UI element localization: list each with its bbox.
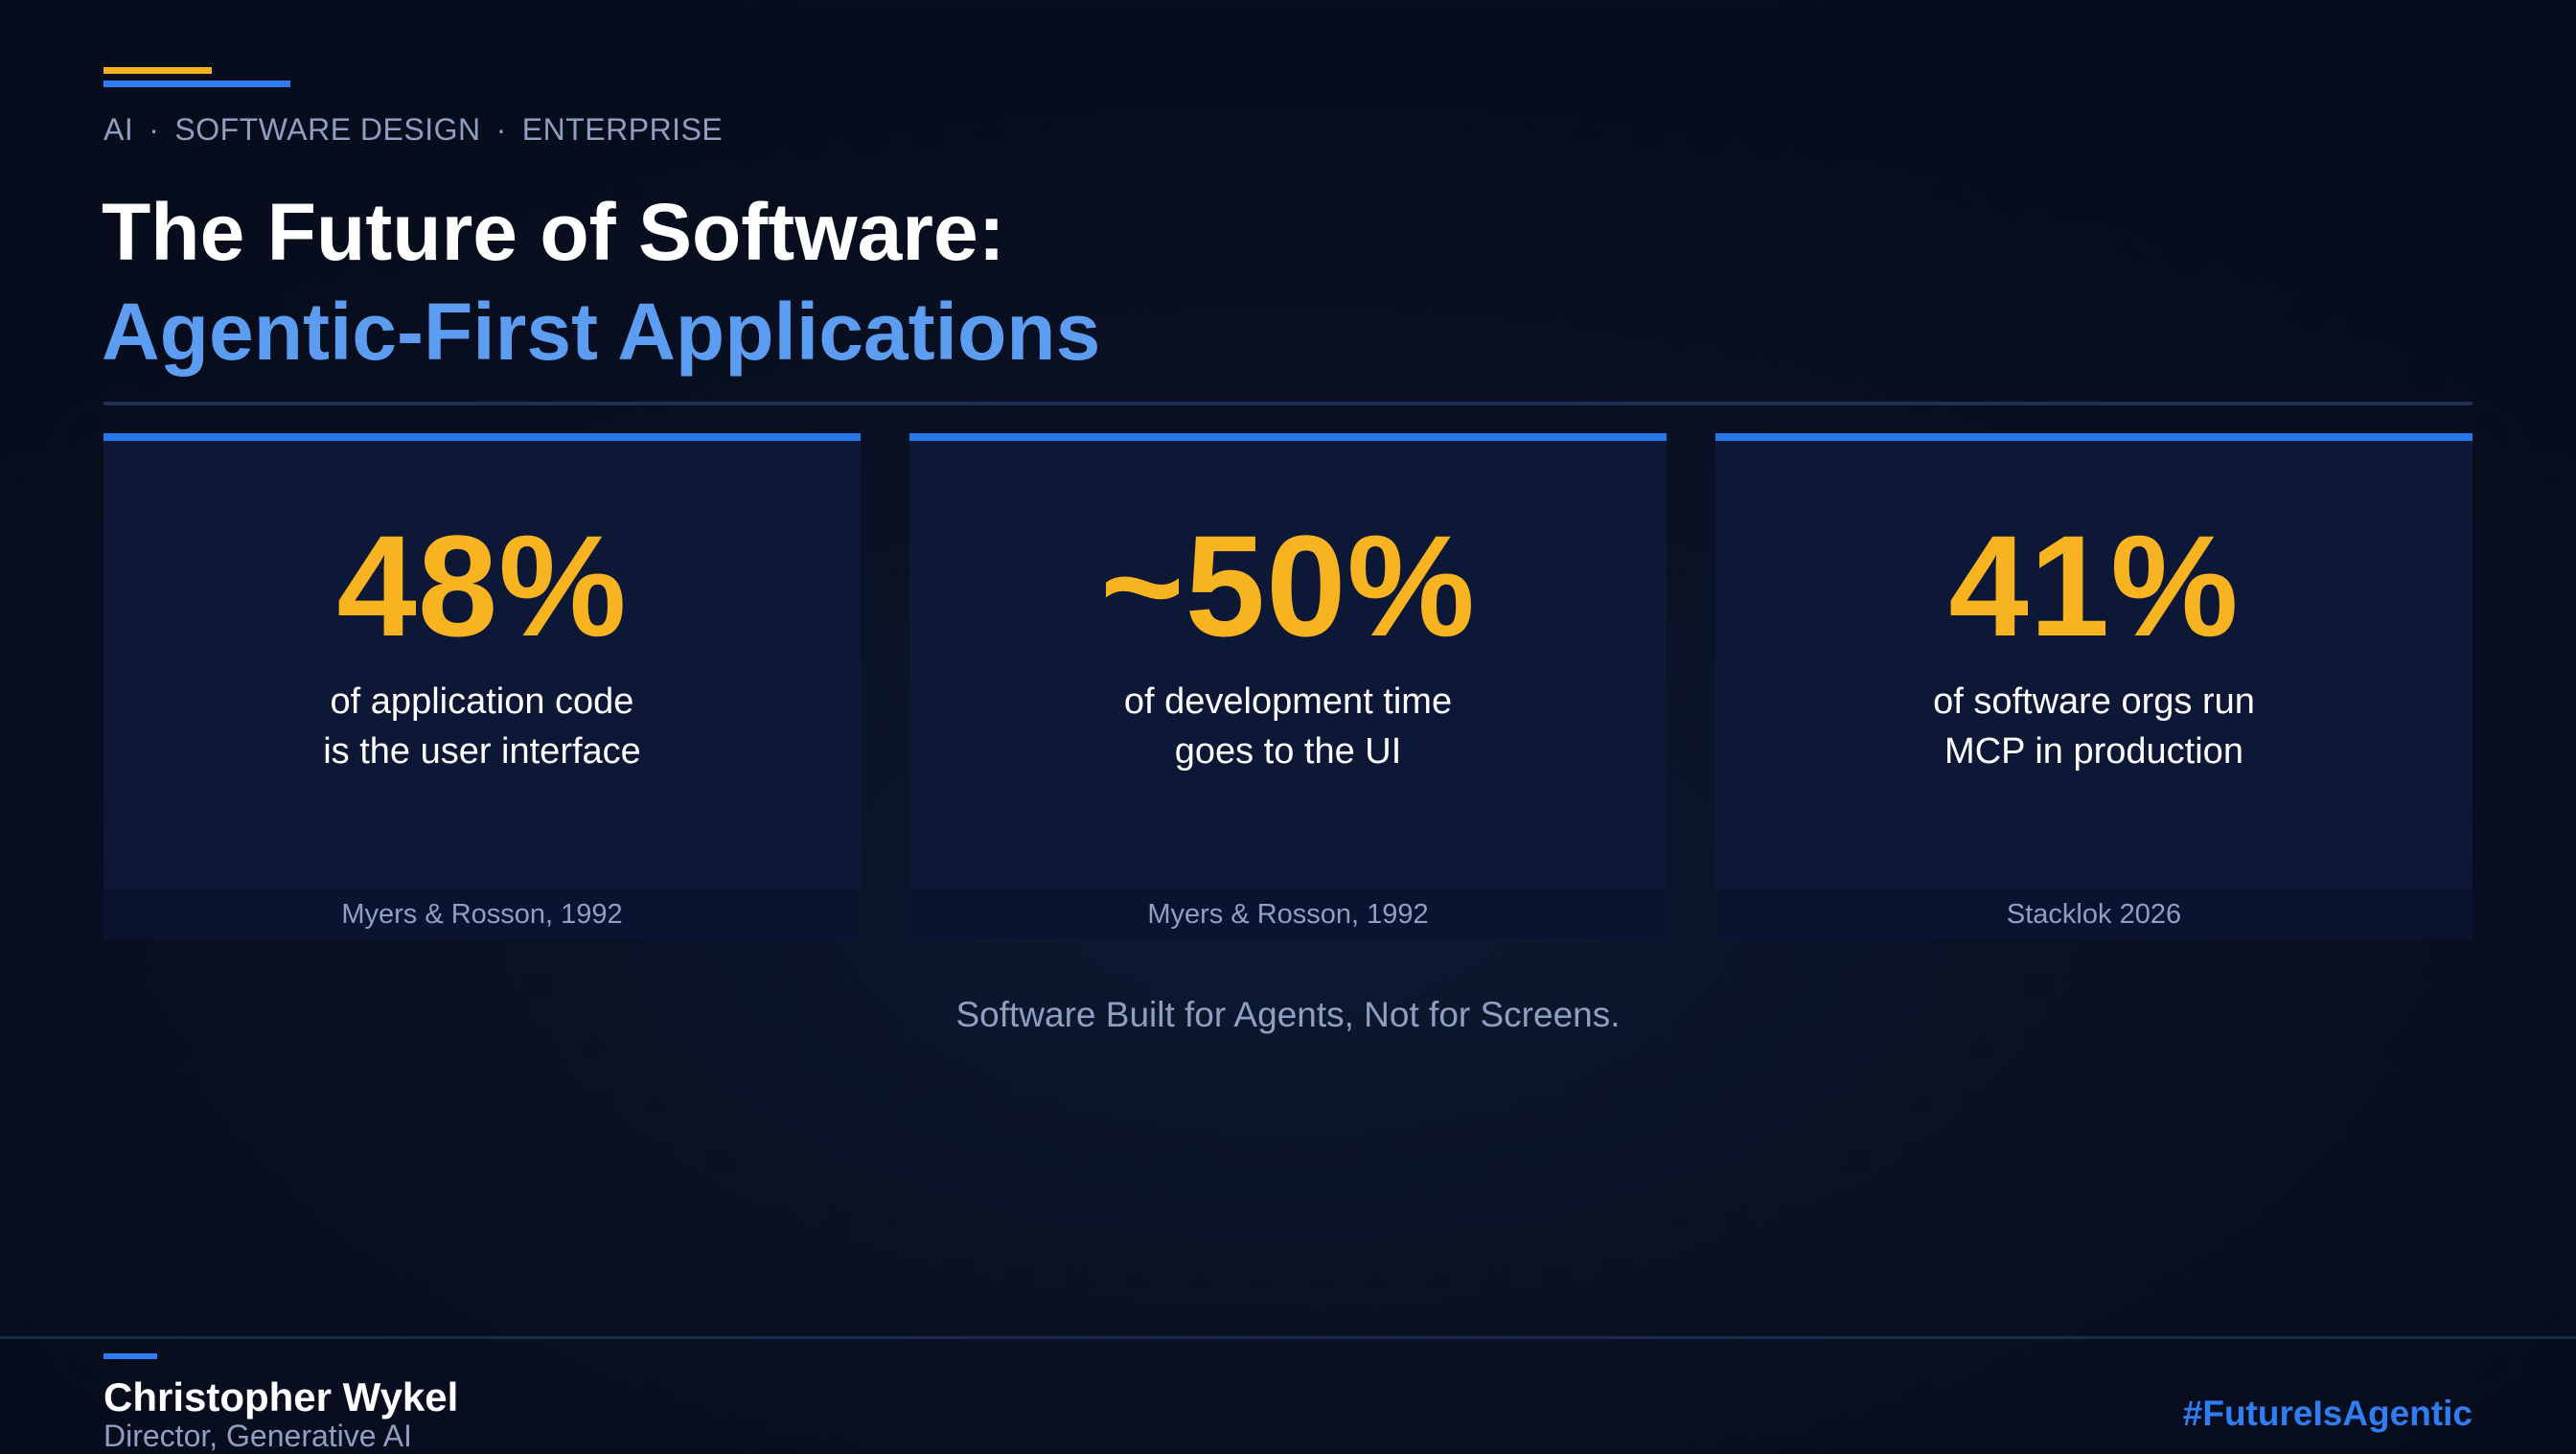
footer-accent-bar [104,1353,157,1359]
accent-bar-blue [104,81,290,87]
tag-separator: · [495,112,507,147]
tag-ai: AI [104,112,134,147]
stat-description: of software orgs run MCP in production [1715,677,2472,776]
stat-description-line: is the user interface [323,731,641,772]
tagline: Software Built for Agents, Not for Scree… [955,995,1621,1034]
tag-separator: · [149,112,160,147]
title-line-1: The Future of Software: [102,187,1005,277]
author-name: Christopher Wykel [104,1374,459,1419]
stat-description-line: of development time [1123,681,1453,722]
header-divider [104,402,2472,405]
title-line-2: Agentic-First Applications [102,287,1101,377]
stat-source: Stacklok 2026 [1715,889,2472,939]
author-role: Director, Generative AI [104,1419,412,1453]
stat-card-ui-code: 48% of application code is the user inte… [104,433,861,939]
stat-value: 41% [1948,505,2240,666]
stat-description: of application code is the user interfac… [104,677,861,776]
stat-description-line: of application code [330,681,634,722]
stat-source: Myers & Rosson, 1992 [909,889,1667,939]
stat-description-line: goes to the UI [1174,731,1402,772]
footer-divider [0,1336,2576,1339]
stat-description-line: of software orgs run [1933,681,2255,722]
stat-value: 48% [336,505,628,666]
accent-bar-gold [104,67,212,74]
tag-software-design: SOFTWARE DESIGN [174,112,481,147]
hashtag: #FutureIsAgentic [2182,1394,2472,1433]
stat-description: of development time goes to the UI [909,677,1667,776]
stat-description-line: MCP in production [1944,731,2243,772]
tag-enterprise: ENTERPRISE [521,112,724,147]
stat-card-mcp: 41% of software orgs run MCP in producti… [1715,433,2472,939]
stat-card-dev-time: ~50% of development time goes to the UI … [909,433,1667,939]
stat-value: ~50% [1100,505,1476,666]
stat-source: Myers & Rosson, 1992 [104,889,861,939]
topic-tags: AI · SOFTWARE DESIGN · ENTERPRISE [104,112,723,148]
